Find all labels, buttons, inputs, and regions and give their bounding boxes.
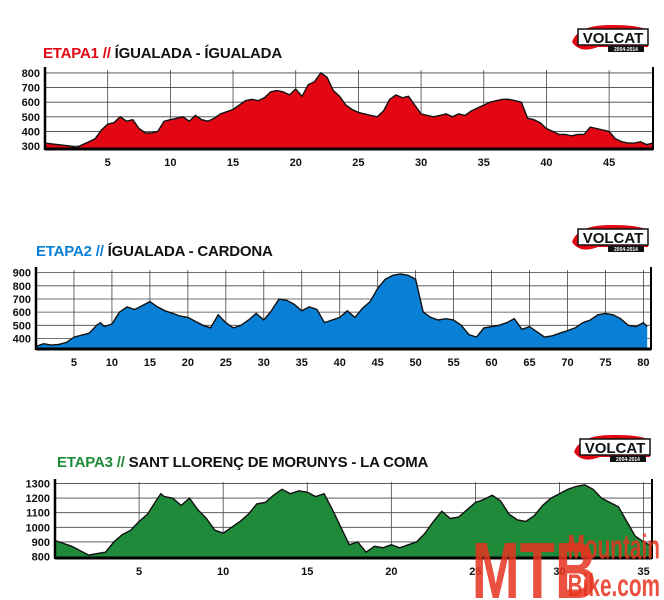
y-tick-label: 700 xyxy=(13,294,31,306)
stage1-route: ÍGUALADA - ÍGUALADA xyxy=(114,45,282,62)
elevation-line xyxy=(44,71,654,149)
x-tick-label: 35 xyxy=(478,157,490,169)
y-tick-label: 1100 xyxy=(26,508,50,520)
y-tick-label: 300 xyxy=(22,141,40,153)
x-tick-label: 45 xyxy=(603,157,615,169)
x-tick-label: 10 xyxy=(106,357,118,369)
elevation-line xyxy=(54,484,653,556)
elevation-area xyxy=(55,484,652,558)
x-tick-label: 40 xyxy=(334,357,346,369)
x-tick-label: 25 xyxy=(220,357,232,369)
x-tick-label: 35 xyxy=(637,566,649,578)
stage2-title: ETAPA2 //ÍGUALADA - CARDONA xyxy=(36,243,273,260)
x-tick-label: 30 xyxy=(415,157,427,169)
y-tick-label: 1200 xyxy=(26,493,50,505)
y-tick-label: 800 xyxy=(13,281,31,293)
logo-years: 2004-2014 xyxy=(614,47,638,53)
logo-years: 2004-2014 xyxy=(616,457,640,463)
x-tick-label: 55 xyxy=(447,357,459,369)
y-tick-label: 800 xyxy=(32,552,50,564)
x-tick-label: 25 xyxy=(469,566,481,578)
x-tick-label: 25 xyxy=(352,157,364,169)
elevation-area xyxy=(45,72,653,149)
logo-text: VOLCAT xyxy=(583,230,644,247)
stage1-title: ETAPA1 //ÍGUALADA - ÍGUALADA xyxy=(43,45,282,62)
y-tick-label: 1000 xyxy=(26,522,50,534)
x-tick-label: 60 xyxy=(485,357,497,369)
x-tick-label: 10 xyxy=(217,566,229,578)
volcat-logo: VOLCAT 2004-2014 xyxy=(568,22,652,56)
y-tick-label: 600 xyxy=(13,307,31,319)
y-tick-label: 700 xyxy=(22,83,40,95)
stage1-elevation-chart: 300 400 500 600 700 800 5 10 15 20 25 30 35 40 45 xyxy=(22,67,654,169)
elevation-line xyxy=(35,273,648,348)
y-tick-label: 800 xyxy=(22,68,40,80)
x-tick-label: 15 xyxy=(301,566,313,578)
stage2-panel: ETAPA2 //ÍGUALADA - CARDONA VOLCAT 2004-2… xyxy=(13,222,652,369)
y-tick-label: 500 xyxy=(13,320,31,332)
x-tick-label: 20 xyxy=(385,566,397,578)
x-tick-label: 30 xyxy=(258,357,270,369)
y-tick-label: 1300 xyxy=(26,478,50,490)
y-tick-label: 400 xyxy=(22,126,40,138)
stage3-label: ETAPA3 // xyxy=(57,454,125,471)
logo-years: 2004-2014 xyxy=(614,247,638,253)
x-tick-label: 40 xyxy=(540,157,552,169)
y-tick-label: 900 xyxy=(13,268,31,280)
y-tick-label: 600 xyxy=(22,97,40,109)
x-tick-label: 70 xyxy=(561,357,573,369)
volcat-logo: VOLCAT 2004-2014 xyxy=(568,222,652,256)
volcat-logo: VOLCAT 2004-2014 xyxy=(570,432,654,466)
x-tick-label: 20 xyxy=(182,357,194,369)
logo-text: VOLCAT xyxy=(585,440,646,457)
logo-text: VOLCAT xyxy=(583,30,644,47)
x-tick-label: 10 xyxy=(164,157,176,169)
x-tick-label: 35 xyxy=(296,357,308,369)
elevation-area xyxy=(36,273,648,349)
x-tick-label: 75 xyxy=(599,357,611,369)
stage1-label: ETAPA1 // xyxy=(43,45,111,62)
stage3-route: SANT LLORENÇ DE MORUNYS - LA COMA xyxy=(128,454,429,471)
x-tick-label: 5 xyxy=(71,357,77,369)
x-tick-label: 45 xyxy=(372,357,384,369)
y-tick-label: 500 xyxy=(22,112,40,124)
x-tick-label: 5 xyxy=(105,157,111,169)
x-tick-label: 20 xyxy=(290,157,302,169)
x-tick-label: 65 xyxy=(523,357,535,369)
y-tick-label: 400 xyxy=(13,333,31,345)
y-tick-label: 900 xyxy=(32,537,50,549)
x-tick-label: 15 xyxy=(144,357,156,369)
stage2-label: ETAPA2 // xyxy=(36,243,104,260)
x-tick-label: 30 xyxy=(553,566,565,578)
stage3-title: ETAPA3 //SANT LLORENÇ DE MORUNYS - LA CO… xyxy=(57,454,428,471)
x-tick-label: 15 xyxy=(227,157,239,169)
stage2-route: ÍGUALADA - CARDONA xyxy=(107,243,273,260)
x-tick-label: 80 xyxy=(637,357,649,369)
stage1-panel: ETAPA1 //ÍGUALADA - ÍGUALADA VOLCAT 2004-… xyxy=(0,0,664,200)
x-tick-label: 5 xyxy=(136,566,142,578)
x-tick-label: 50 xyxy=(410,357,422,369)
